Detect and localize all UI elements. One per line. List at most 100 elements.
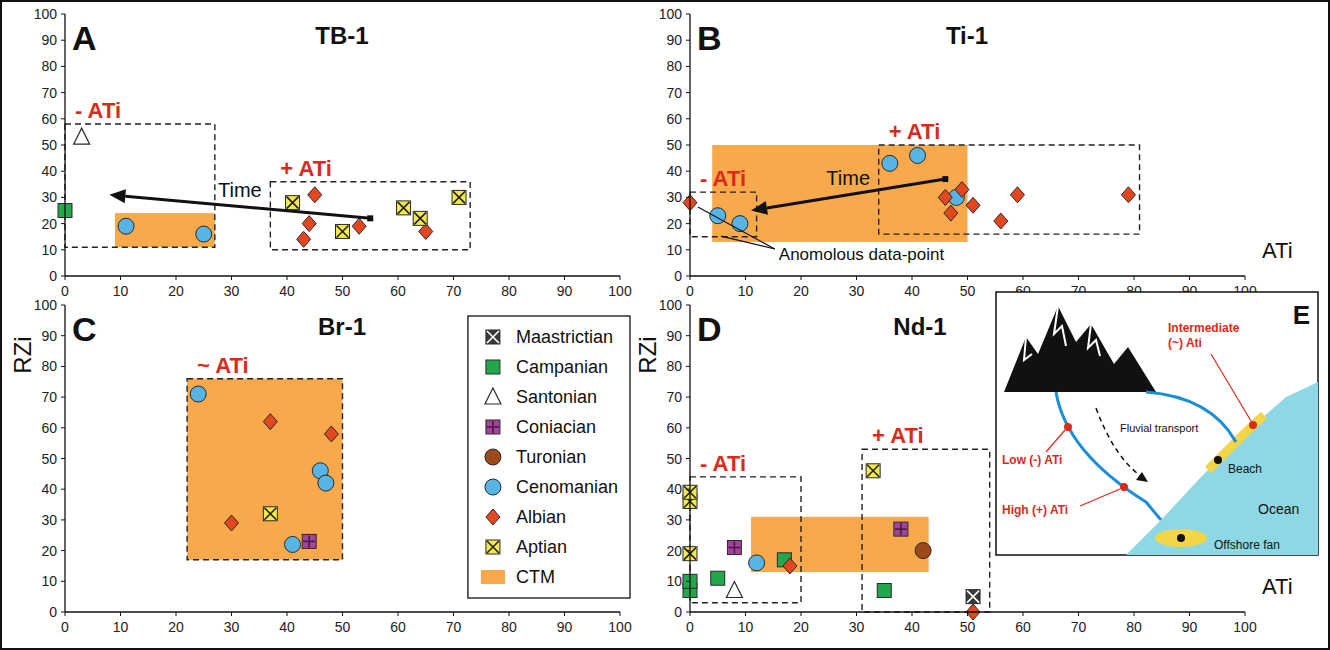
x-tick [856,612,857,616]
arrow-tail [367,215,373,221]
panel: ~ ATi01020304050607080901000102030405060… [9,297,632,635]
y-tick-label: 60 [41,420,57,436]
data-point [866,464,880,478]
legend-marker [481,570,505,584]
x-tick [745,612,746,616]
marker-line [264,508,276,520]
marker-line [414,212,426,224]
data-point [452,190,466,204]
x-tick-label: 80 [501,283,517,299]
panel-labels: - ATi+ ATi [700,423,924,476]
x-tick [620,612,621,616]
data-point [352,218,366,234]
x-tick [1023,276,1024,280]
y-tick-label: 50 [666,451,682,467]
legend-marker [485,479,501,495]
beach-dot [1214,456,1222,464]
x-tick [912,276,913,280]
y-tick-label: 10 [41,573,57,589]
legend-label: Maastrictian [516,327,613,347]
y-tick-label: 100 [659,297,683,313]
y-tick-label: 90 [666,328,682,344]
data-point [732,216,748,232]
y-tick-label: 20 [41,543,57,559]
x-tick-label: 60 [1015,619,1031,635]
data-point [882,155,898,171]
marker-line [487,426,499,428]
y-tick [686,276,690,277]
data-point [877,584,891,598]
marker-line [398,202,410,214]
x-tick-label: 30 [849,619,865,635]
legend-label: Turonian [516,447,586,467]
legend-label: Campanian [516,357,608,377]
y-tick [686,581,690,582]
x-tick [690,276,691,280]
marker-shape [1121,187,1135,203]
marker-shape [882,155,898,171]
legend-label: Santonian [516,387,597,407]
x-tick [231,612,232,616]
ctm-range [751,517,929,572]
x-tick [120,612,121,616]
x-tick-label: 80 [501,619,517,635]
x-tick-label: 20 [168,619,184,635]
marker-shape [726,582,742,598]
y-tick-label: 50 [41,451,57,467]
x-tick [1023,612,1024,616]
marker-shape [481,570,505,584]
marker-shape [910,147,926,163]
x-tick [1134,276,1135,280]
marker-shape [915,543,931,559]
plot-area [683,145,1140,242]
marker-line [487,331,499,343]
y-tick-label: 90 [41,32,57,48]
x-tick [509,612,510,616]
x-tick [65,612,66,616]
y-tick-label: 40 [41,481,57,497]
x-tick [1078,276,1079,280]
y-tick [61,118,65,119]
y-tick-label: 30 [41,189,57,205]
marker-shape [938,189,952,205]
marker-shape [486,420,500,434]
legend-label: Cenomanian [516,477,618,497]
x-tick-label: 10 [738,283,754,299]
x-tick [967,276,968,280]
panel-labels: ~ ATi [197,353,249,378]
y-tick [61,335,65,336]
plot-area [683,449,990,620]
y-tick-label: 0 [49,604,57,620]
marker-shape [894,522,908,536]
legend-frame [468,316,630,598]
y-tick-label: 0 [674,268,682,284]
x-tick [1245,276,1246,280]
x-tick-label: 70 [446,283,462,299]
x-tick [620,276,621,280]
x-tick [745,276,746,280]
diagram-frame [996,292,1318,555]
figure-frame [1,1,1329,649]
panel-title: Ti-1 [946,22,988,49]
y-tick-label: 100 [659,6,683,22]
data-point [318,475,334,491]
data-point [1121,187,1135,203]
ati-box [879,145,1140,234]
marker-shape [732,216,748,232]
diagram-label-line: (~) Ati [1168,336,1202,350]
marker-shape [727,541,741,555]
y-tick [61,612,65,613]
marker-shape [336,224,350,238]
y-tick [686,171,690,172]
marker-line [264,508,276,520]
leader-line [698,207,775,249]
y-tick [686,458,690,459]
y-tick-label: 50 [666,137,682,153]
y-tick [61,171,65,172]
x-tick-label: 50 [960,283,976,299]
y-tick [686,397,690,398]
marker-line [487,541,499,553]
marker-shape [866,464,880,478]
data-point [994,213,1008,229]
box-label: + ATi [280,156,332,181]
